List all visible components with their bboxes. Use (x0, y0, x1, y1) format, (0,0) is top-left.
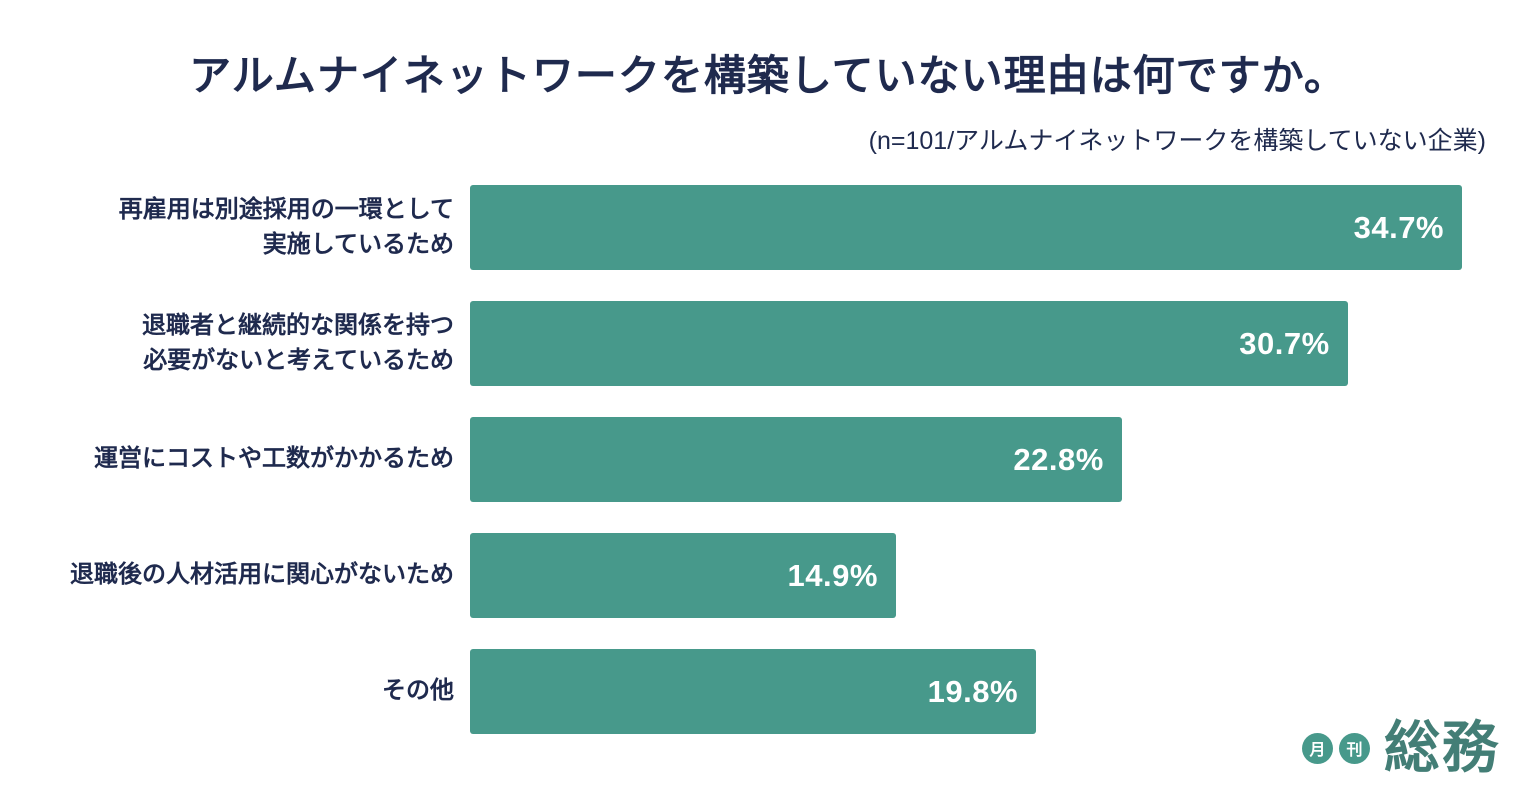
bar-value-label: 14.9% (787, 557, 878, 593)
bar-track: 19.8% (470, 649, 1462, 734)
chart-subtitle: (n=101/アルムナイネットワークを構築していない企業) (868, 127, 1486, 155)
category-label: 退職者と継続的な関係を持つ 必要がないと考えているため (142, 311, 454, 374)
bar: 30.7% (470, 301, 1348, 386)
bar: 19.8% (470, 649, 1037, 734)
chart-row: 退職後の人材活用に関心がないため 14.9% (70, 533, 1462, 618)
chart-row: 再雇用は別途採用の一環として 実施しているため 34.7% (70, 185, 1462, 270)
chart-row: 退職者と継続的な関係を持つ 必要がないと考えているため 30.7% (70, 301, 1462, 386)
bar-track: 30.7% (470, 301, 1462, 386)
chart-row: 運営にコストや工数がかかるため 22.8% (70, 417, 1462, 502)
category-label: 退職後の人材活用に関心がないため (70, 561, 454, 589)
bar: 14.9% (470, 533, 896, 618)
bar-track: 14.9% (470, 533, 1462, 618)
bar-track: 22.8% (470, 417, 1462, 502)
category-label: 運営にコストや工数がかかるため (94, 445, 454, 473)
bar-value-label: 19.8% (927, 673, 1019, 709)
chart-title: アルムナイネットワークを構築していない理由は何ですか。 (189, 52, 1347, 99)
chart-row: その他 19.8% (70, 649, 1462, 734)
bar-value-label: 30.7% (1239, 325, 1330, 361)
logo-wordmark: 総務 (1384, 716, 1500, 779)
chart-rows: 再雇用は別途採用の一環として 実施しているため 34.7% 退職者と継続的な関係を持… (0, 185, 1536, 734)
bar: 22.8% (470, 417, 1122, 502)
publisher-logo: 月 刊 総務 (1302, 720, 1500, 776)
logo-badge-month-icon: 月 (1302, 732, 1333, 764)
category-label: 再雇用は別途採用の一環として 実施しているため (118, 195, 454, 258)
bar-value-label: 34.7% (1353, 209, 1444, 245)
category-label: その他 (382, 677, 454, 705)
bar-value-label: 22.8% (1013, 441, 1104, 477)
bar: 34.7% (470, 185, 1462, 270)
logo-badge-kan-icon: 刊 (1339, 732, 1370, 764)
bar-track: 34.7% (470, 185, 1462, 270)
